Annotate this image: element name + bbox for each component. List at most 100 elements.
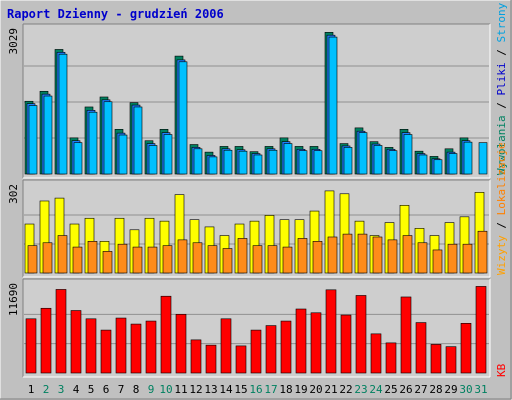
- x-tick-label-day-13: 13: [204, 383, 217, 396]
- bar-strony-day-23: [358, 132, 368, 175]
- bar-strony-day-28: [433, 159, 443, 175]
- bar-kb-day-31: [475, 286, 487, 374]
- bar-kb-day-16: [250, 329, 262, 374]
- x-tick-label-day-5: 5: [88, 383, 95, 396]
- x-tick-label-day-11: 11: [174, 383, 187, 396]
- bar-kb-day-15: [235, 345, 247, 374]
- bar-strony-day-2: [43, 95, 53, 175]
- right-legend: Wywołania / Pliki / Strony Wizyty / Lokal…: [495, 2, 508, 377]
- bar-kb-day-27: [415, 322, 427, 374]
- bar-kb-day-7: [115, 317, 127, 374]
- bar-kb-day-20: [310, 312, 322, 374]
- bar-strony-day-25: [388, 150, 398, 175]
- bar-lokalizacje-day-26: [402, 235, 413, 274]
- legend-mid-panel-entry: Lokalizacje: [495, 143, 508, 216]
- bar-kb-day-21: [325, 289, 337, 374]
- x-tick-label-day-20: 20: [309, 383, 322, 396]
- panel-mid-ymax-label: 302: [7, 184, 20, 204]
- bar-kb-day-23: [355, 295, 367, 374]
- panels-group: 3029 302 11690: [7, 23, 491, 378]
- bar-lokalizacje-day-18: [282, 246, 293, 274]
- bar-kb-day-24: [370, 333, 382, 374]
- x-tick-label-day-7: 7: [118, 383, 125, 396]
- bar-strony-day-26: [403, 134, 413, 175]
- bar-strony-day-24: [373, 145, 383, 175]
- bar-kb-day-12: [190, 339, 202, 374]
- bar-lokalizacje-day-16: [252, 245, 263, 274]
- bar-strony-day-30: [463, 141, 473, 175]
- x-tick-label-day-28: 28: [429, 383, 442, 396]
- legend-top-panel-separator: /: [495, 43, 508, 63]
- bar-lokalizacje-day-1: [27, 245, 38, 274]
- bar-kb-day-2: [40, 307, 52, 374]
- bar-lokalizacje-day-27: [417, 242, 428, 274]
- x-tick-label-day-27: 27: [414, 383, 427, 396]
- bar-lokalizacje-day-17: [267, 245, 278, 274]
- panel-mid: 302: [7, 179, 491, 278]
- x-tick-label-day-25: 25: [384, 383, 397, 396]
- bar-strony-day-6: [103, 101, 113, 175]
- bar-kb-day-29: [445, 346, 457, 374]
- bar-kb-day-1: [25, 318, 37, 374]
- bar-strony-day-10: [163, 134, 173, 175]
- bar-strony-day-5: [88, 111, 98, 175]
- bar-strony-day-29: [448, 153, 458, 175]
- legend-top-panel-entry: Wywołania: [495, 115, 508, 175]
- panel-top-ymax-label: 3029: [7, 28, 20, 55]
- bar-lokalizacje-day-2: [42, 242, 53, 274]
- legend-mid-panel-entry: Wizyty: [495, 235, 508, 275]
- x-tick-label-day-22: 22: [339, 383, 352, 396]
- bar-lokalizacje-day-21: [327, 236, 338, 274]
- x-tick-label-day-26: 26: [399, 383, 412, 396]
- bar-lokalizacje-day-30: [462, 243, 473, 274]
- bar-kb-day-18: [280, 320, 292, 374]
- bar-lokalizacje-day-14: [222, 248, 233, 274]
- bar-lokalizacje-day-10: [162, 245, 173, 274]
- bar-strony-day-3: [58, 53, 68, 175]
- panel-bot-ymax-label: 11690: [7, 283, 20, 316]
- bar-lokalizacje-day-22: [342, 233, 353, 274]
- bar-strony-day-22: [343, 147, 353, 175]
- bar-kb-day-13: [205, 344, 217, 374]
- x-tick-label-day-14: 14: [219, 383, 233, 396]
- bar-strony-day-21: [328, 36, 338, 175]
- x-tick-label-day-30: 30: [459, 383, 472, 396]
- bar-lokalizacje-day-9: [147, 246, 158, 274]
- bar-kb-day-14: [220, 318, 232, 374]
- x-tick-label-day-24: 24: [369, 383, 383, 396]
- x-tick-label-day-15: 15: [234, 383, 247, 396]
- bar-strony-day-17: [268, 149, 278, 175]
- bar-lokalizacje-day-13: [207, 245, 218, 274]
- bar-strony-day-15: [238, 150, 248, 175]
- legend-mid-panel-separator: /: [495, 215, 508, 235]
- x-tick-label-day-9: 9: [148, 383, 155, 396]
- bar-kb-day-6: [100, 329, 112, 374]
- x-tick-label-day-8: 8: [133, 383, 140, 396]
- bar-kb-day-28: [430, 344, 442, 374]
- bar-strony-day-19: [298, 150, 308, 175]
- panel-top: 3029: [7, 23, 491, 179]
- x-tick-label-day-21: 21: [324, 383, 337, 396]
- x-tick-label-day-19: 19: [294, 383, 307, 396]
- bar-strony-day-14: [223, 149, 233, 175]
- bar-strony-day-31: [478, 142, 488, 175]
- bar-strony-day-12: [193, 148, 203, 175]
- bar-kb-day-22: [340, 314, 352, 374]
- bar-lokalizacje-day-3: [57, 235, 68, 274]
- legend-top-panel: Wywołania / Pliki / Strony: [495, 2, 508, 175]
- bar-strony-day-7: [118, 134, 128, 175]
- bar-kb-day-8: [130, 323, 142, 374]
- x-tick-label-day-17: 17: [264, 383, 277, 396]
- bar-strony-day-13: [208, 156, 218, 175]
- bar-lokalizacje-day-4: [72, 246, 83, 274]
- bar-lokalizacje-day-29: [447, 243, 458, 274]
- x-tick-label-day-23: 23: [354, 383, 367, 396]
- bar-lokalizacje-day-6: [102, 251, 113, 274]
- x-tick-label-day-16: 16: [249, 383, 262, 396]
- bar-lokalizacje-day-12: [192, 242, 203, 274]
- bar-kb-day-3: [55, 289, 67, 374]
- x-tick-label-day-31: 31: [474, 383, 487, 396]
- legend-bot-panel: KB: [495, 363, 508, 377]
- bar-lokalizacje-day-20: [312, 241, 323, 274]
